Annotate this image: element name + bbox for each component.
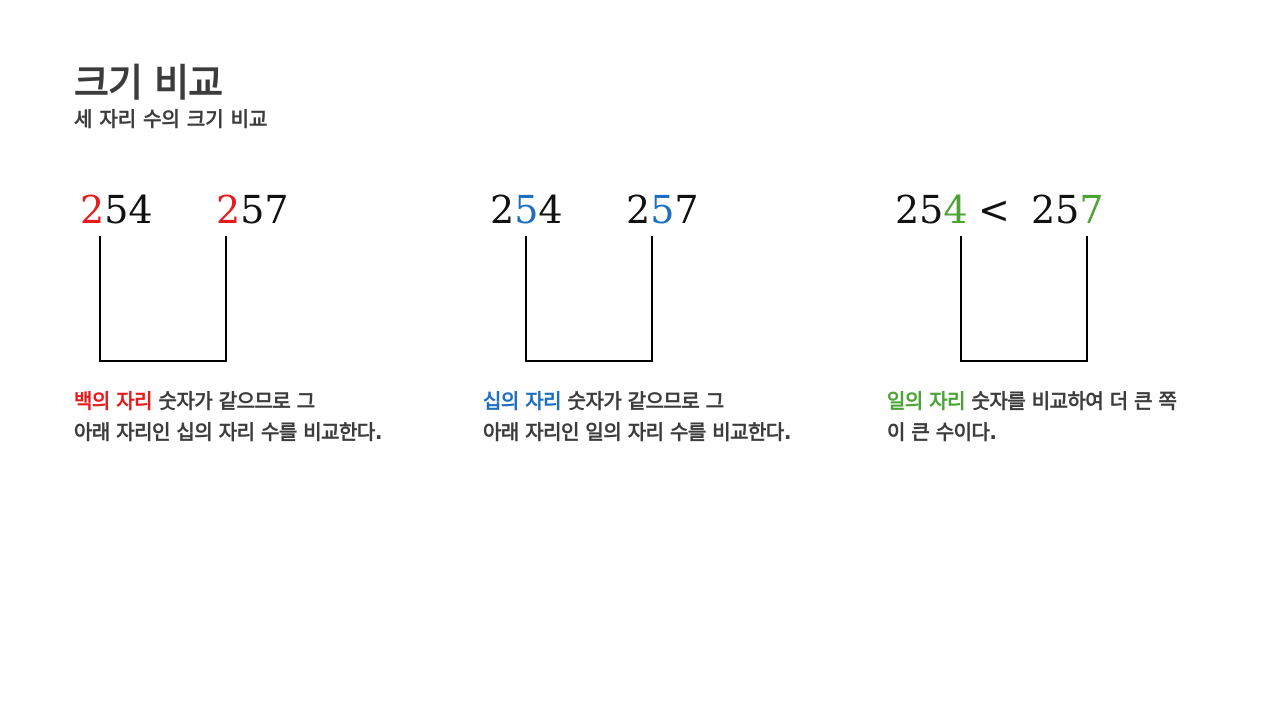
- page-title: 크기 비교: [74, 52, 222, 107]
- panel2-left-before: 2: [490, 188, 514, 232]
- page-subtitle: 세 자리 수의 크기 비교: [74, 103, 267, 132]
- panel3-left-ones-digit: 4: [943, 188, 967, 232]
- panel3-right-ones-digit: 7: [1079, 188, 1103, 232]
- panel3-desc-line2: 이 큰 수이다.: [887, 417, 1176, 448]
- panel2-left-after: 4: [538, 188, 562, 232]
- panel3-desc-line1: 일의 자리 숫자를 비교하여 더 큰 쪽: [887, 386, 1176, 417]
- panel1-desc-line2: 아래 자리인 십의 자리 수를 비교한다.: [74, 417, 382, 448]
- panel1-left-rest: 54: [104, 188, 152, 232]
- panel3-left-before: 25: [895, 188, 943, 232]
- panel2-desc-line1: 십의 자리 숫자가 같으므로 그: [483, 386, 791, 417]
- panel2-desc-highlight: 십의 자리: [483, 389, 561, 413]
- panel2-left-number: 254: [490, 188, 563, 232]
- panel1-bracket: [99, 236, 227, 362]
- panel1-right-rest: 57: [240, 188, 288, 232]
- panel2-right-number: 257: [626, 188, 699, 232]
- panel2-left-tens-digit: 5: [514, 188, 538, 232]
- panel2-desc-line1-text: 숫자가 같으므로 그: [561, 389, 724, 413]
- panel1-desc-line1-text: 숫자가 같으므로 그: [152, 389, 315, 413]
- comparison-sign: <: [978, 188, 1010, 232]
- panel2-right-tens-digit: 5: [650, 188, 674, 232]
- panel3-description: 일의 자리 숫자를 비교하여 더 큰 쪽 이 큰 수이다.: [887, 386, 1176, 448]
- panel2-right-after: 7: [674, 188, 698, 232]
- panel3-bracket: [960, 236, 1088, 362]
- panel3-desc-line1-text: 숫자를 비교하여 더 큰 쪽: [965, 389, 1176, 413]
- panel1-desc-line1: 백의 자리 숫자가 같으므로 그: [74, 386, 382, 417]
- panel1-left-hundreds-digit: 2: [80, 188, 104, 232]
- panel2-right-before: 2: [626, 188, 650, 232]
- panel2-description: 십의 자리 숫자가 같으므로 그 아래 자리인 일의 자리 수를 비교한다.: [483, 386, 791, 448]
- panel3-left-number: 254: [895, 188, 968, 232]
- panel3-desc-highlight: 일의 자리: [887, 389, 965, 413]
- panel1-right-number: 257: [216, 188, 289, 232]
- panel1-left-number: 254: [80, 188, 153, 232]
- panel2-desc-line2: 아래 자리인 일의 자리 수를 비교한다.: [483, 417, 791, 448]
- panel1-description: 백의 자리 숫자가 같으므로 그 아래 자리인 십의 자리 수를 비교한다.: [74, 386, 382, 448]
- panel3-right-number: 257: [1031, 188, 1104, 232]
- panel3-right-before: 25: [1031, 188, 1079, 232]
- panel2-bracket: [525, 236, 653, 362]
- panel1-right-hundreds-digit: 2: [216, 188, 240, 232]
- panel1-desc-highlight: 백의 자리: [74, 389, 152, 413]
